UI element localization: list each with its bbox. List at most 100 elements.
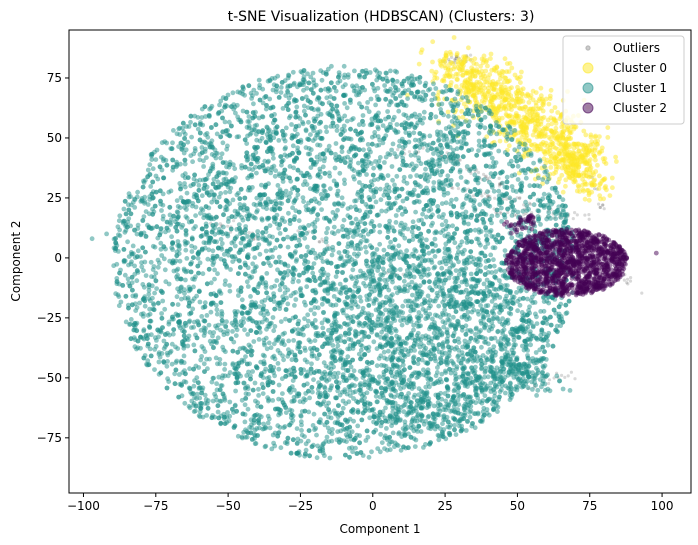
point — [331, 96, 337, 101]
point — [459, 83, 465, 88]
point — [269, 76, 275, 81]
point — [218, 222, 222, 226]
point — [220, 140, 226, 146]
point — [451, 314, 456, 320]
point — [285, 287, 291, 293]
point — [527, 138, 532, 144]
point — [201, 333, 207, 338]
point — [152, 290, 158, 296]
point — [377, 186, 383, 192]
point — [217, 102, 222, 108]
point — [485, 63, 490, 69]
point — [275, 183, 281, 188]
point — [563, 183, 568, 189]
point — [454, 76, 460, 82]
point — [422, 177, 428, 182]
point — [197, 157, 203, 163]
point — [509, 235, 515, 241]
point — [156, 260, 162, 266]
point — [593, 157, 598, 163]
point — [275, 423, 281, 429]
point — [149, 274, 154, 279]
point — [509, 213, 515, 218]
point — [577, 154, 582, 160]
point — [364, 105, 370, 111]
point — [152, 244, 158, 250]
point — [601, 196, 606, 202]
point — [628, 279, 633, 283]
point — [235, 433, 241, 439]
point — [365, 434, 371, 440]
point — [519, 91, 525, 97]
point — [473, 400, 479, 406]
point — [169, 341, 175, 347]
point — [256, 386, 261, 392]
point — [248, 90, 254, 96]
point — [283, 145, 288, 151]
point — [607, 193, 613, 199]
point — [210, 262, 216, 268]
point — [443, 55, 449, 61]
point — [561, 124, 567, 129]
point — [433, 86, 439, 91]
point — [605, 135, 611, 140]
point — [159, 140, 165, 146]
point — [382, 435, 387, 441]
point — [604, 187, 609, 193]
point — [521, 147, 527, 153]
point — [544, 168, 549, 174]
point — [314, 432, 319, 438]
point — [474, 69, 480, 74]
point — [365, 100, 370, 105]
point — [271, 155, 276, 161]
point — [560, 189, 566, 195]
point — [519, 69, 524, 75]
point — [587, 213, 591, 217]
point — [491, 263, 497, 269]
point — [605, 125, 611, 130]
point — [299, 428, 304, 433]
point — [358, 298, 364, 304]
point — [233, 333, 239, 338]
point — [303, 128, 309, 134]
point — [175, 239, 181, 244]
point — [352, 68, 357, 74]
point — [451, 186, 455, 190]
point — [273, 89, 279, 95]
point — [324, 434, 330, 440]
point — [509, 184, 515, 189]
point — [419, 47, 425, 53]
point — [215, 409, 221, 415]
point — [474, 61, 479, 67]
point — [524, 126, 529, 132]
point — [573, 211, 577, 215]
point — [261, 359, 267, 364]
point — [226, 224, 230, 228]
point — [502, 248, 508, 254]
point — [217, 361, 223, 367]
point — [561, 142, 566, 148]
point — [159, 311, 165, 316]
point — [243, 354, 248, 359]
point — [317, 142, 323, 148]
point — [448, 80, 454, 85]
point — [526, 100, 532, 105]
point — [579, 142, 585, 148]
point — [575, 213, 579, 217]
point — [196, 322, 202, 328]
point — [290, 205, 295, 211]
point — [610, 185, 615, 191]
point — [350, 234, 356, 239]
point — [391, 114, 397, 120]
point — [236, 293, 241, 298]
point — [485, 199, 490, 205]
point — [467, 119, 472, 125]
point — [593, 133, 598, 139]
point — [191, 342, 197, 348]
point — [350, 83, 355, 89]
point — [188, 119, 193, 125]
point — [530, 97, 536, 103]
point — [345, 206, 351, 212]
point — [488, 51, 494, 57]
point — [461, 101, 467, 107]
